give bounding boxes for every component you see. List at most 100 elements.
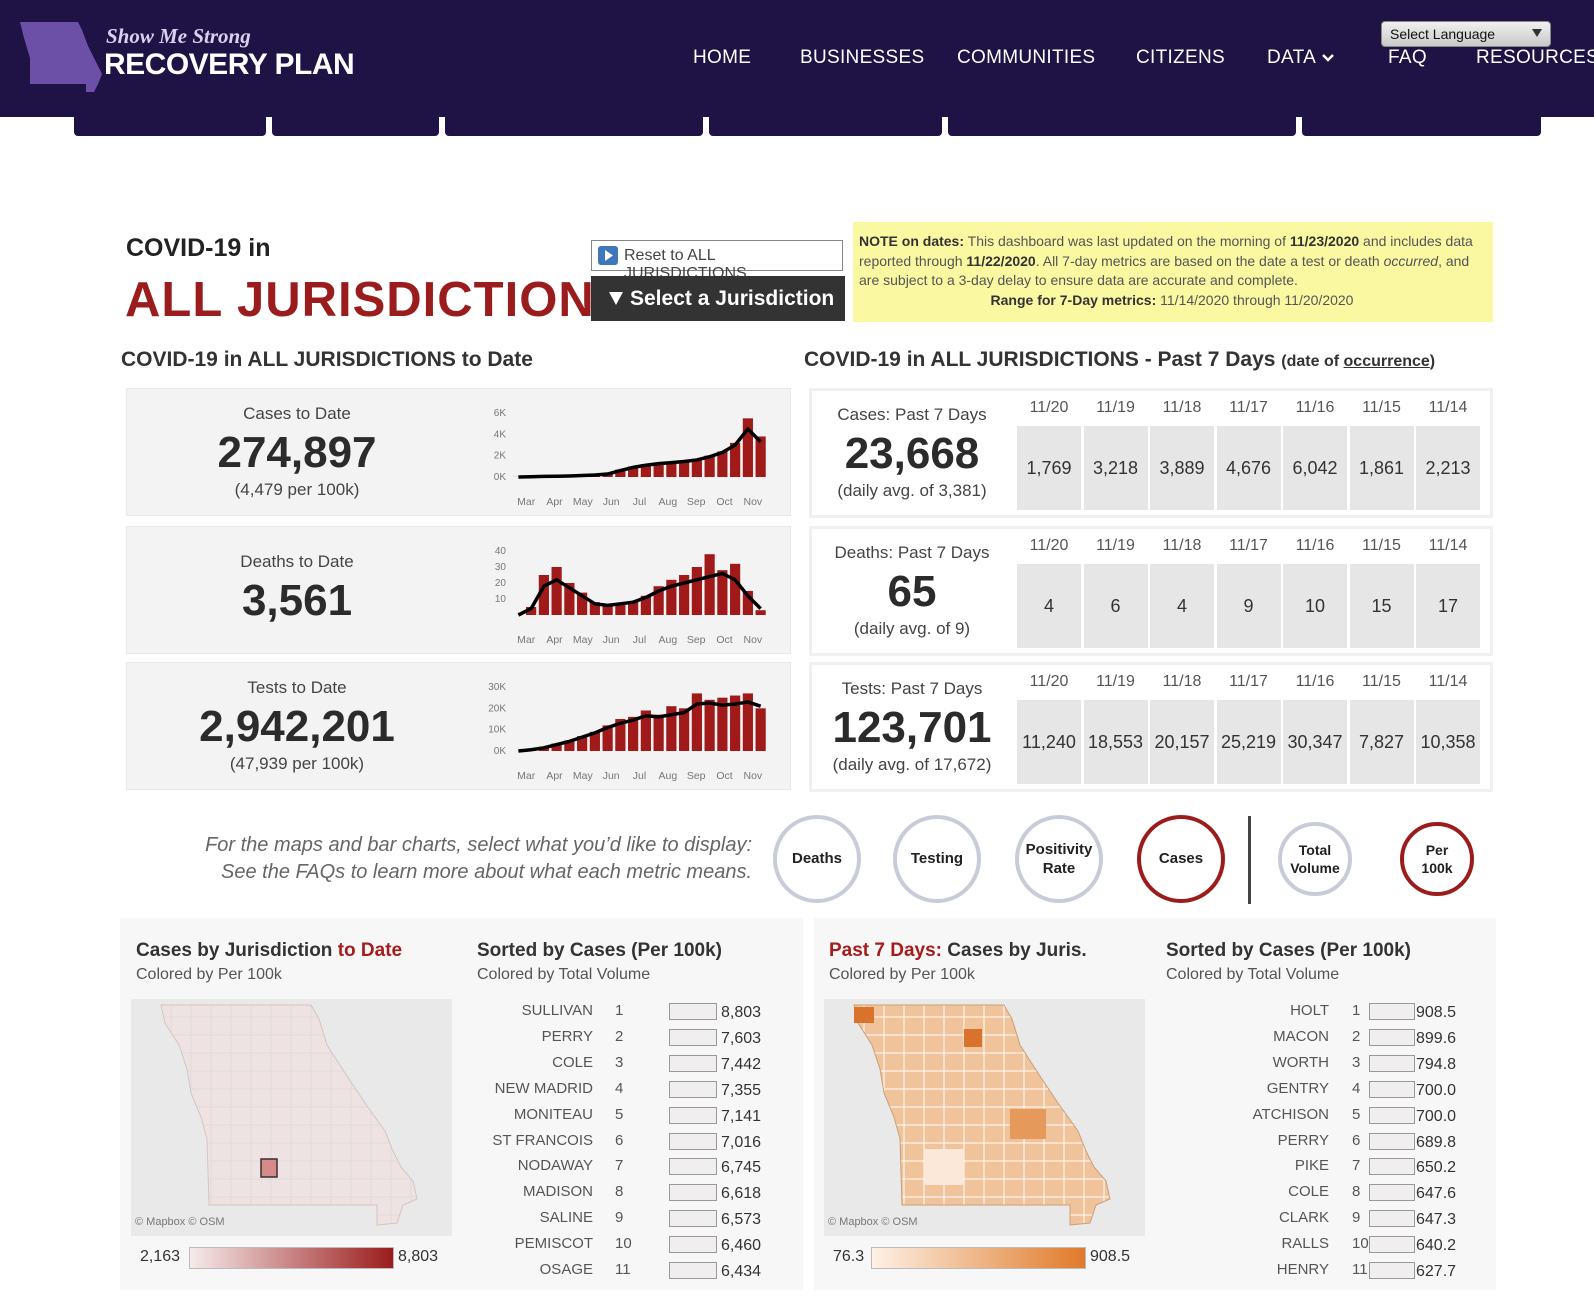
bar <box>628 602 639 615</box>
map[interactable]: © Mapbox © OSM <box>824 999 1145 1236</box>
row-rank: 3 <box>1352 1053 1361 1071</box>
average-line <box>518 427 762 479</box>
row-name[interactable]: OSAGE <box>539 1261 593 1278</box>
daily-value: 10,358 <box>1416 700 1480 784</box>
reset-button[interactable]: Reset to ALL JURISDICTIONS <box>591 240 843 282</box>
row-bar <box>669 1132 717 1150</box>
date-header: 11/16 <box>1295 673 1335 690</box>
row-name[interactable]: SULLIVAN <box>521 1002 593 1019</box>
row-rank: 9 <box>615 1209 624 1227</box>
row-name[interactable]: RALLS <box>1281 1235 1329 1253</box>
legend-gradient <box>871 1247 1086 1269</box>
row-name[interactable]: MACON <box>1273 1027 1329 1045</box>
bar <box>564 740 575 751</box>
daily-value: 9 <box>1216 564 1281 648</box>
row-name[interactable]: GENTRY <box>1266 1079 1329 1097</box>
map[interactable]: © Mapbox © OSM <box>131 999 452 1236</box>
row-name[interactable]: WORTH <box>1272 1053 1329 1071</box>
bar <box>755 436 766 477</box>
daily-value: 1,861 <box>1349 426 1414 510</box>
row-name[interactable]: NODAWAY <box>517 1157 593 1175</box>
row-name[interactable]: NEW MADRID <box>494 1079 593 1097</box>
legend-min: 76.3 <box>833 1248 865 1265</box>
tab <box>948 113 1296 136</box>
summary-label: Cases: Past 7 Days <box>837 405 987 424</box>
summary-sub: (47,939 per 100k) <box>229 754 365 773</box>
bar <box>640 595 651 615</box>
daily-value: 17 <box>1416 564 1480 648</box>
bar <box>602 725 613 751</box>
row-value: 908.5 <box>1416 1004 1457 1021</box>
summary-label: Cases to Date <box>243 404 351 423</box>
summary-sub: (daily avg. of 3,381) <box>837 481 987 500</box>
bar <box>653 714 664 751</box>
row-bar <box>1369 1184 1415 1202</box>
bar <box>526 607 537 615</box>
metric-button[interactable]: Testing <box>893 815 981 903</box>
row-name[interactable]: SALINE <box>539 1209 593 1227</box>
x-tick-label: May <box>573 770 594 782</box>
nav-link[interactable]: COMMUNITIES <box>957 47 1096 68</box>
row-name[interactable]: PERRY <box>541 1027 593 1045</box>
row-name[interactable]: PEMISCOT <box>514 1235 593 1253</box>
language-select[interactable]: Select Language <box>1381 21 1551 47</box>
select-arrow <box>609 292 623 305</box>
mode-button[interactable]: Per 100k <box>1400 822 1474 896</box>
bar <box>717 451 728 477</box>
date-header: 11/17 <box>1229 537 1268 554</box>
metric-button[interactable]: Cases <box>1137 815 1225 903</box>
row-bar <box>669 1054 717 1072</box>
nav-link[interactable]: RESOURCES <box>1476 47 1594 68</box>
nav-link[interactable]: BUSINESSES <box>800 47 925 68</box>
row-name[interactable]: COLE <box>552 1053 593 1071</box>
nav-link[interactable]: DATA <box>1267 47 1334 69</box>
map-title: Cases by Jurisdiction to Date <box>136 940 402 962</box>
nav-link[interactable]: FAQ <box>1388 47 1427 68</box>
row-name[interactable]: HENRY <box>1276 1261 1329 1278</box>
bar <box>640 710 651 751</box>
row-name[interactable]: PIKE <box>1294 1157 1329 1175</box>
metric-button[interactable]: Positivity Rate <box>1015 815 1103 903</box>
row-name[interactable]: CLARK <box>1278 1209 1329 1227</box>
note-range-value: 11/14/2020 through 11/20/2020 <box>1160 291 1354 308</box>
nav-link[interactable]: HOME <box>693 47 752 68</box>
date-header: 11/16 <box>1295 399 1335 416</box>
daily-value: 3,218 <box>1083 426 1148 510</box>
bar <box>679 575 690 615</box>
x-tick-label: Apr <box>546 770 563 782</box>
note-label: NOTE on dates: <box>859 233 965 249</box>
summary-value: 274,897 <box>217 428 377 477</box>
summary-card: Tests to Date 2,942,201 (47,939 per 100k) 0… <box>126 662 791 790</box>
prompt-line: See the FAQs to learn more about what ea… <box>221 861 752 883</box>
nav-chevron <box>1322 54 1334 62</box>
row-name[interactable]: MADISON <box>522 1183 593 1201</box>
note-date: 11/22/2020 <box>966 252 1036 269</box>
row-value: 6,460 <box>721 1237 762 1255</box>
map-title-highlight: Past 7 Days: <box>829 940 943 961</box>
row-bar <box>669 1080 717 1098</box>
sparkline: 0K 10K 20K 30K Mar Apr May Jun Jul Aug Sep Oct Nov <box>488 682 766 782</box>
title-prefix: COVID-19 in <box>126 234 271 262</box>
metric-button[interactable]: Deaths <box>773 815 861 903</box>
row-name[interactable]: HOLT <box>1290 1002 1329 1019</box>
bar <box>704 554 715 615</box>
nav-link[interactable]: CITIZENS <box>1136 47 1225 68</box>
row-name[interactable]: PERRY <box>1277 1131 1329 1149</box>
date-header: 11/20 <box>1029 673 1069 690</box>
row-rank: 11 <box>615 1261 631 1278</box>
bar <box>551 743 562 751</box>
row-name[interactable]: MONITEAU <box>513 1105 593 1123</box>
summary-label: Tests to Date <box>247 678 347 697</box>
select-button[interactable]: Select a Jurisdiction <box>591 276 845 321</box>
row-name[interactable]: COLE <box>1288 1183 1329 1201</box>
past-7-note-link[interactable]: occurrence <box>1343 353 1430 370</box>
bar <box>730 442 741 477</box>
row-name[interactable]: ST FRANCOIS <box>492 1131 593 1149</box>
x-tick-label: Jul <box>633 496 646 508</box>
list-title: Sorted by Cases (Per 100k) <box>1166 940 1412 961</box>
mode-button[interactable]: Total Volume <box>1278 822 1352 896</box>
x-tick-label: Nov <box>743 770 762 782</box>
row-bar <box>1369 1236 1415 1254</box>
row-name[interactable]: ATCHISON <box>1252 1105 1329 1123</box>
bar <box>628 716 639 751</box>
